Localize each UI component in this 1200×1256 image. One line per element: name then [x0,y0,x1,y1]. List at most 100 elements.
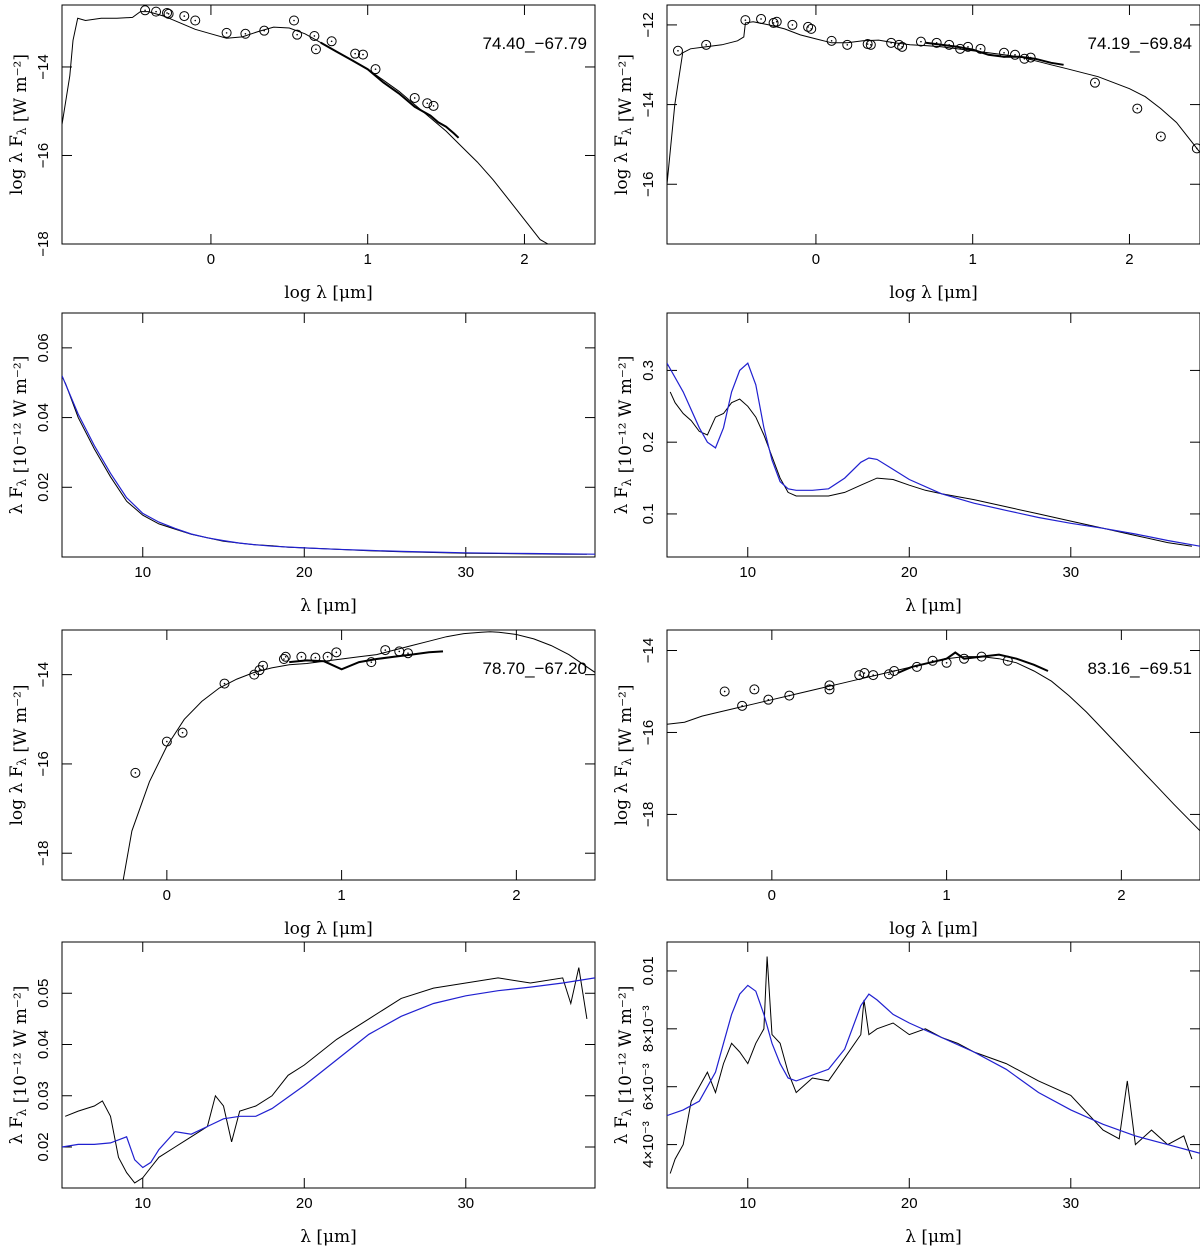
y-tick-label: 0.05 [35,979,52,1008]
photometry-point [190,15,201,26]
x-tick-label: 10 [134,564,151,581]
series-line-spectrum [320,41,460,139]
photometry-point [740,15,751,26]
x-axis-title: λ [μm] [300,1227,357,1247]
y-tick-label: −18 [35,840,52,865]
series-line-observed [65,967,588,1184]
x-tick-label: 0 [812,251,820,268]
y-tick-label: 0.06 [35,333,52,362]
photometry-point [1191,143,1200,154]
photometry-point-center [225,32,228,34]
photometry-point-center [872,674,875,676]
x-tick-label: 30 [457,564,474,581]
photometry-point-center [948,44,950,46]
photometry-point-center [155,10,157,13]
y-tick-label: −18 [640,802,657,827]
y-tick-label: −16 [640,172,657,197]
series-line-observed [669,956,1193,1174]
y-tick-label: −18 [35,231,52,256]
photometry-point [296,651,307,662]
photometry-point-center [1006,659,1009,662]
photometry-point-center [945,661,948,664]
x-tick-label: 2 [1125,251,1133,268]
panel-irs-74.19: 10 20 30 0.1 0.2 0.3 λ [μm] λ Fλ [10⁻¹² W m⁻²] [612,312,1200,616]
photometry-point-center [1014,53,1016,56]
photometry-point [927,655,938,666]
photometry-point-center [980,655,983,658]
y-axis-title: log λ Fλ [W m⁻²] [7,684,31,825]
photometry-point [403,648,414,659]
photometry-point-center [263,29,266,32]
photometry-point [672,45,683,56]
photometry-point-center [426,102,429,105]
photometry-point [1155,131,1166,142]
series-line-model [62,977,595,1169]
x-tick-label: 20 [901,564,918,581]
photometry-point [161,736,172,747]
photometry-point [177,727,188,738]
series-line-model [667,656,1200,832]
photometry-point-center [723,690,726,693]
x-tick-label: 1 [942,887,950,904]
photometry-point-center [775,20,778,23]
photometry-point-center [979,48,982,50]
y-tick-label: 6×10⁻³ [640,1063,657,1110]
photometry-point [1132,103,1143,114]
photometry-point [163,8,174,19]
photometry-point [162,7,173,18]
photometry-point-center [432,105,435,107]
photometry-point [331,647,342,658]
photometry-point [219,678,230,689]
y-axis-title: log λ Fλ [W m⁻²] [7,54,31,195]
photometry-point [179,11,190,22]
y-axis-title: λ Fλ [10⁻¹² W m⁻²] [7,356,31,515]
photometry-point-center [335,651,338,654]
panel-irs-74.40: 10 20 30 0.02 0.04 0.06 λ [μm] λ Fλ [10⁻¹² W m⁻… [7,312,596,616]
y-tick-label: −16 [640,720,657,745]
photometry-point [422,98,433,109]
photometry-point-center [828,688,831,691]
photometry-point [701,39,712,50]
photometry-point-center [863,672,866,674]
photometry-point [380,645,391,656]
photometry-point-center [413,97,416,99]
photometry-point [999,47,1010,58]
photometry-point-center [760,18,762,20]
photometry-point-center [300,655,303,658]
y-tick-label: 0.04 [35,403,52,432]
source-label: 78.70_−67.20 [483,659,587,678]
y-tick-label: 4×10⁻³ [640,1121,657,1168]
photometry-point [130,767,141,778]
photometry-point [1025,52,1036,63]
photometry-point-center [296,33,298,36]
y-tick-label: 0.3 [640,360,657,381]
x-axis-title: log λ [μm] [284,919,373,939]
photometry-point-center [330,40,333,43]
y-tick-label: −14 [640,638,657,663]
photometry-point-center [967,46,969,48]
photometry-point-center [398,650,401,653]
photometry-point [240,28,251,39]
photometry-point [854,670,865,681]
photometry-point [292,29,303,40]
y-axis-title: log λ Fλ [W m⁻²] [612,684,636,825]
photometry-point [326,36,337,47]
photometry-point [883,669,894,680]
y-tick-label: 0.02 [35,1132,52,1161]
x-tick-label: 1 [364,251,372,268]
panel-sed-83.16: 0 1 2 −18 −16 −14 log λ [μm] log λ Fλ [W m⁻²] 83… [612,629,1200,939]
photometry-point-center [362,53,364,56]
photometry-point [955,43,966,54]
series-line-model [62,375,595,555]
photometry-point [976,651,987,662]
series-line-model [122,631,595,880]
x-tick-label: 2 [1117,887,1125,904]
x-tick-label: 20 [296,1195,313,1212]
photometry-point-center [283,658,285,660]
photometry-point-center [935,42,938,44]
x-tick-label: 10 [739,1195,756,1212]
photometry-point [278,654,289,665]
photometry-point [763,694,774,705]
y-tick-label: 0.03 [35,1081,52,1110]
photometry-point [915,36,926,47]
